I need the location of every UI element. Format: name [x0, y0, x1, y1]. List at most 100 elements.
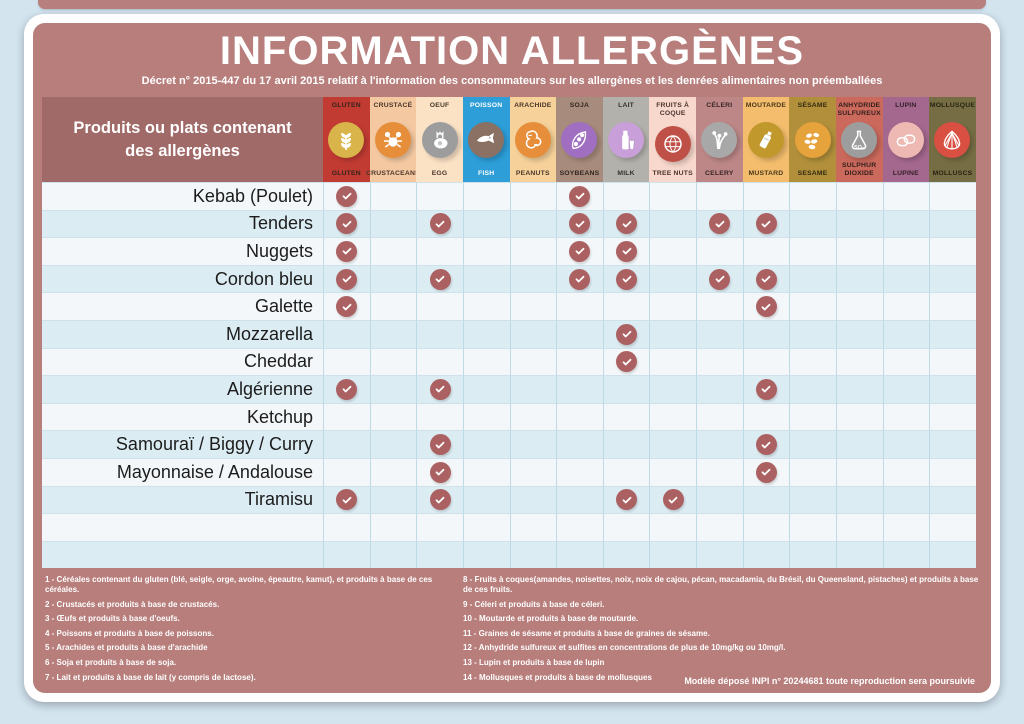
product-label: Nuggets	[42, 237, 323, 265]
allergen-cell	[323, 485, 370, 514]
allergen-label-en: TREE NUTS	[652, 169, 693, 177]
allergen-cell	[323, 402, 370, 431]
allergen-cell	[369, 264, 417, 293]
product-label: Tiramisu	[42, 485, 323, 514]
allergen-cell	[789, 485, 836, 514]
allergen-cell	[369, 513, 417, 541]
allergen-cell	[649, 292, 696, 320]
allergen-cell	[462, 182, 510, 210]
allergen-cell	[882, 347, 930, 376]
allergen-cell	[556, 292, 603, 320]
allergen-cell	[323, 237, 370, 265]
allergen-cell	[929, 182, 976, 210]
allergen-cell	[509, 264, 557, 293]
allergen-cell	[462, 237, 510, 265]
allergen-column-header-gluten: GLUTEN GLUTEN	[323, 97, 370, 182]
check-icon	[336, 240, 358, 262]
allergen-cell	[649, 319, 696, 348]
allergen-cell	[789, 319, 836, 348]
product-label: Ketchup	[42, 402, 323, 431]
allergen-cell	[323, 347, 370, 376]
allergen-cell	[462, 264, 510, 293]
allergen-label-fr: OEUF	[429, 102, 450, 109]
allergen-column-header-egg: OEUF EGG	[416, 97, 463, 182]
product-label: Cheddar	[42, 347, 323, 376]
allergen-cell	[696, 430, 743, 458]
allergen-cell	[835, 485, 883, 514]
allergen-cell	[789, 264, 836, 293]
allergen-cell	[323, 319, 370, 348]
allergen-cell	[789, 457, 836, 486]
allergen-label-en: GLUTEN	[331, 169, 361, 177]
allergen-cell	[462, 513, 510, 541]
empty-row-label	[42, 540, 323, 569]
allergen-column-header-peanuts: ARACHIDE PEANUTS	[509, 97, 557, 182]
allergen-cell	[835, 347, 883, 376]
allergen-cell	[742, 209, 790, 238]
allergen-cell	[696, 209, 743, 238]
product-label: Tenders	[42, 209, 323, 238]
allergen-cell	[369, 540, 417, 569]
allergen-cell	[882, 402, 930, 431]
allergen-cell	[369, 430, 417, 458]
treenut-icon	[654, 126, 691, 163]
allergen-cell	[602, 485, 650, 514]
check-icon	[755, 434, 777, 456]
allergen-cell	[649, 264, 696, 293]
allergen-cell	[696, 457, 743, 486]
allergen-label-en: LUPINE	[892, 169, 919, 177]
allergen-cell	[696, 264, 743, 293]
allergen-cell	[323, 457, 370, 486]
allergen-cell	[742, 457, 790, 486]
allergen-cell	[835, 319, 883, 348]
check-icon	[755, 268, 777, 290]
allergen-label-fr: CÉLERI	[706, 102, 733, 109]
allergen-cell	[602, 540, 650, 569]
allergen-cell	[789, 347, 836, 376]
allergen-cell	[416, 237, 463, 265]
allergen-label-fr: POISSON	[470, 102, 503, 109]
footnote: 10 - Moutarde et produits à base de mout…	[463, 614, 639, 624]
allergen-cell	[369, 182, 417, 210]
allergen-cell	[556, 319, 603, 348]
allergen-cell	[462, 319, 510, 348]
allergen-cell	[929, 457, 976, 486]
check-icon	[755, 461, 777, 483]
product-label: Algérienne	[42, 375, 323, 403]
footnote: 13 - Lupin et produits à base de lupin	[463, 657, 605, 667]
allergen-cell	[835, 513, 883, 541]
allergen-cell	[649, 402, 696, 431]
allergen-cell	[696, 513, 743, 541]
allergen-cell	[742, 237, 790, 265]
allergen-cell	[789, 540, 836, 569]
allergen-cell	[696, 402, 743, 431]
check-icon	[569, 213, 591, 235]
allergen-cell	[369, 319, 417, 348]
allergen-cell	[509, 237, 557, 265]
allergen-cell	[789, 182, 836, 210]
allergen-column-header-milk: LAIT MILK	[602, 97, 650, 182]
allergen-cell	[835, 402, 883, 431]
allergen-cell	[929, 375, 976, 403]
allergen-cell	[509, 347, 557, 376]
allergen-label-fr: MOLLUSQUE	[929, 102, 976, 109]
allergen-cell	[416, 402, 463, 431]
allergen-cell	[742, 292, 790, 320]
allergen-cell	[416, 319, 463, 348]
check-icon	[336, 268, 358, 290]
allergen-cell	[323, 540, 370, 569]
allergen-cell	[882, 209, 930, 238]
allergen-cell	[929, 209, 976, 238]
allergen-cell	[789, 402, 836, 431]
footnote: 7 - Lait et produits à base de lait (y c…	[45, 672, 256, 682]
allergen-label-fr: FRUITS À COQUE	[656, 102, 690, 118]
allergen-cell	[556, 375, 603, 403]
milk-icon	[608, 122, 645, 158]
allergen-cell	[369, 402, 417, 431]
allergen-label-fr: GLUTEN	[331, 102, 361, 109]
celery-icon	[701, 122, 738, 158]
allergen-cell	[882, 375, 930, 403]
allergen-cell	[696, 375, 743, 403]
allergen-cell	[696, 319, 743, 348]
allergen-cell	[416, 457, 463, 486]
